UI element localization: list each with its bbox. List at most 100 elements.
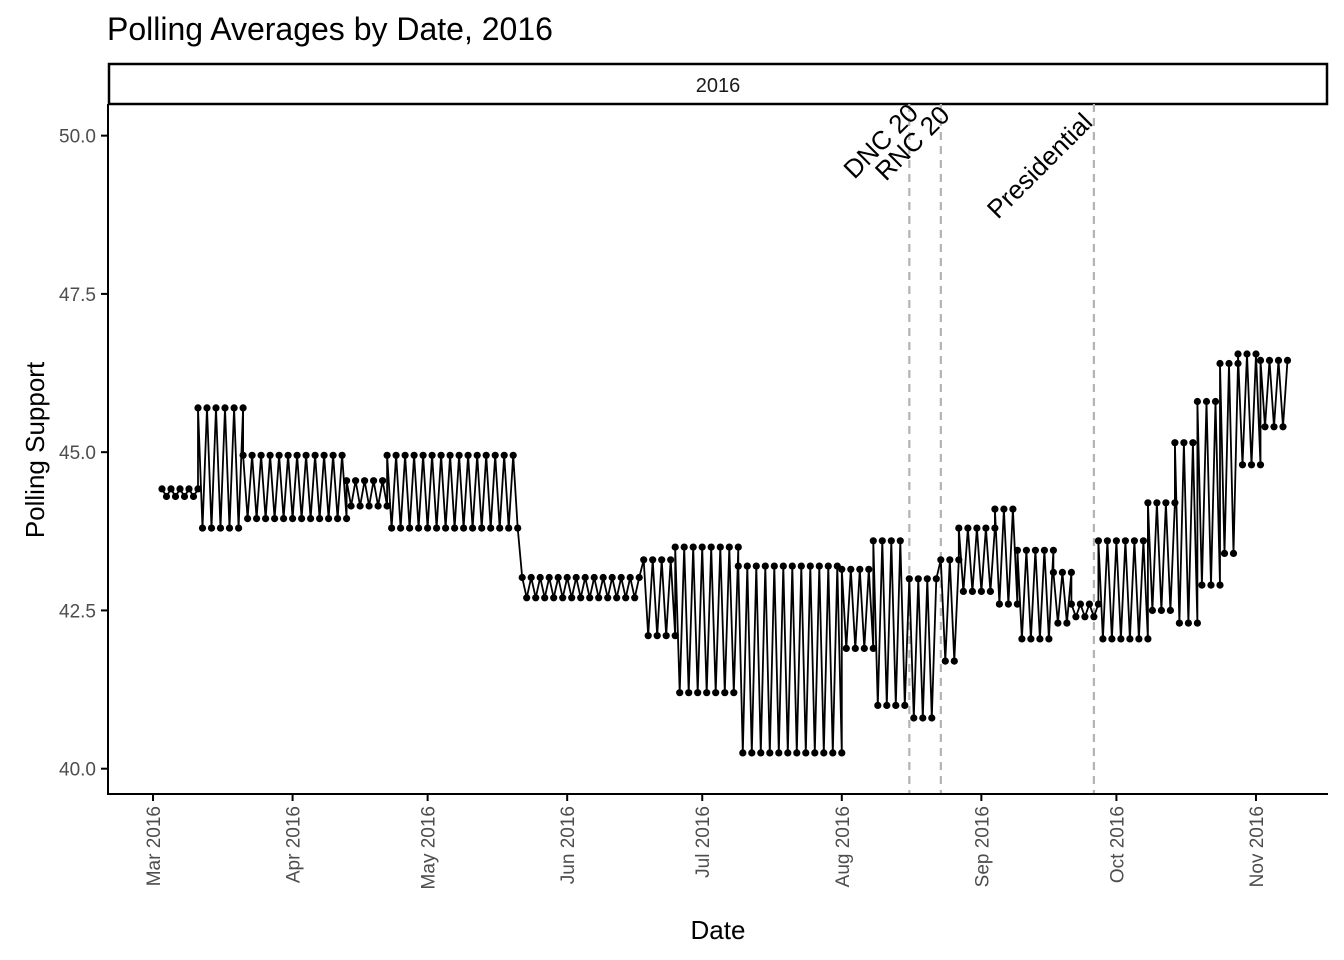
data-point [266,451,274,459]
data-point [189,492,198,501]
y-axis-ticks: 40.0 42.5 45.0 47.5 50.0 [59,127,108,781]
data-point [928,714,936,722]
data-point [635,573,643,582]
data-point [1148,606,1156,615]
data-point [289,515,297,523]
data-point [280,515,288,523]
y-tick-label: 42.5 [59,601,96,622]
data-point [1157,606,1165,615]
data-point [180,492,189,501]
data-point [698,543,706,551]
x-tick-label: Jul 2016 [693,806,714,878]
data-point [829,749,837,757]
data-point [1261,423,1269,431]
data-point [572,573,580,582]
data-point [689,543,697,551]
data-point [1099,635,1107,643]
data-point [1252,350,1260,358]
data-point [869,644,877,653]
data-point [1009,505,1017,513]
data-point [262,515,270,523]
data-point [212,404,220,412]
data-point [716,543,724,551]
data-point [1216,359,1224,368]
data-point [563,573,571,582]
data-point [1216,581,1224,589]
y-tick-label: 50.0 [59,127,96,148]
data-point [482,451,490,459]
data-point [995,600,1004,608]
data-point [671,632,679,640]
data-point [838,565,846,573]
data-point [919,714,927,722]
data-point [743,562,751,570]
data-point [406,524,414,532]
data-point [1175,619,1183,627]
data-point [1013,546,1022,554]
data-point [1256,461,1265,469]
data-point [257,451,265,459]
data-point [1189,439,1197,447]
data-point [1076,600,1084,608]
data-point [968,587,977,596]
data-point [437,451,445,459]
data-point [374,502,382,510]
data-point [253,515,261,523]
data-point [653,632,661,640]
data-point [856,565,864,573]
data-point [752,562,760,570]
data-point [518,573,526,582]
data-point [1072,613,1080,621]
data-point [185,485,193,493]
data-point [1112,537,1120,545]
facet-label: 2016 [696,75,741,97]
data-point [730,689,738,697]
data-point [1067,600,1075,608]
data-point [865,565,873,573]
x-tick-label: May 2016 [419,806,440,889]
data-point [964,524,972,532]
x-tick-label: Sep 2016 [972,806,993,887]
data-point [982,524,990,532]
data-point [1018,635,1026,643]
data-point [1139,537,1147,545]
data-point [1045,635,1053,643]
data-point [1229,549,1238,558]
data-point [959,587,968,596]
data-point [977,587,986,596]
data-point [1256,356,1265,364]
data-point [640,556,648,564]
data-point [824,562,832,570]
data-point [451,524,459,532]
data-point [847,565,855,573]
data-point [302,451,310,459]
data-point [203,404,211,412]
data-point [1220,549,1229,558]
data-point [761,562,769,570]
data-point [568,594,576,602]
data-point [874,701,882,710]
data-point [896,537,904,545]
x-axis-ticks: Mar 2016 Apr 2016 May 2016 Jun 2016 Jul 2016… [144,794,1268,889]
data-point [644,632,652,640]
data-point [1171,499,1179,507]
x-tick-label: Aug 2016 [833,806,854,887]
data-point [1193,619,1201,627]
data-point [941,657,949,665]
data-point [613,594,621,602]
data-point [779,562,787,570]
data-point [784,749,792,757]
data-point [676,689,684,697]
x-tick-label: Mar 2016 [144,806,165,886]
data-point [158,485,166,493]
x-tick-label: Jun 2016 [558,806,579,884]
data-point [820,749,828,757]
data-point [1243,350,1251,358]
data-point [415,524,423,532]
data-point [500,451,508,459]
data-point [221,404,229,412]
data-point [162,492,171,501]
data-point [815,562,823,570]
data-point [343,477,351,485]
